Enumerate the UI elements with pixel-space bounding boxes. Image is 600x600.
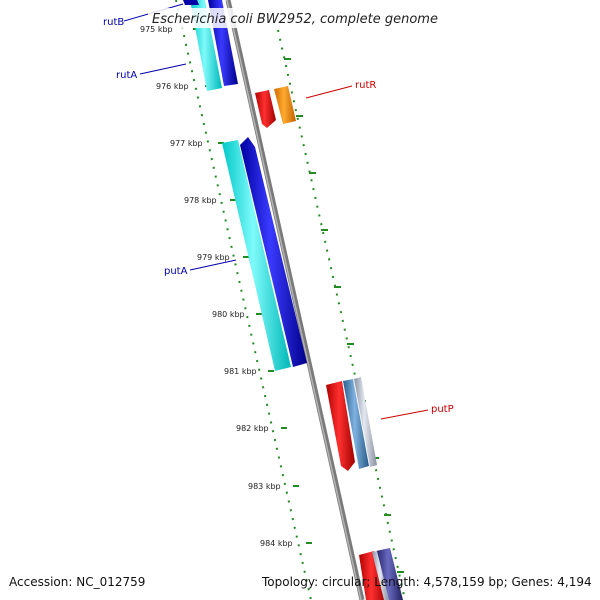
bottom-cds-bar[interactable] xyxy=(359,551,386,600)
tick-label: 979 kbp xyxy=(197,253,230,262)
rutR-cds-bar[interactable] xyxy=(255,90,276,128)
putA-gene-bar[interactable] xyxy=(240,137,307,367)
genome-summary-text: Topology: circular; Length: 4,578,159 bp… xyxy=(262,575,592,589)
putP-leader xyxy=(380,409,429,420)
gene-label-putP[interactable]: putP xyxy=(431,404,454,415)
rutA-leader xyxy=(139,63,187,75)
inner-ruler-line xyxy=(175,0,312,600)
tick-label: 983 kbp xyxy=(248,482,281,491)
outer-ruler-line xyxy=(277,29,406,600)
title-backdrop xyxy=(148,8,452,28)
genome-backbone xyxy=(225,0,365,600)
tick-label: 982 kbp xyxy=(236,424,269,433)
bottom-misc-bar[interactable] xyxy=(372,551,389,600)
putP-gene-bar[interactable] xyxy=(343,379,369,469)
putA-leader xyxy=(189,259,237,271)
tick-label: 975 kbp xyxy=(140,25,173,34)
tick-label: 978 kbp xyxy=(184,196,217,205)
bottom-gene-bar[interactable] xyxy=(376,548,403,600)
tick-label: 984 kbp xyxy=(260,539,293,548)
putP-misc-bar[interactable] xyxy=(354,377,377,467)
tick-label: 976 kbp xyxy=(156,82,189,91)
tick-label: 980 kbp xyxy=(212,310,245,319)
putA-cds-bar[interactable] xyxy=(222,140,291,371)
tick-label: 981 kbp xyxy=(224,367,257,376)
rutR-gene-bar[interactable] xyxy=(274,86,296,124)
gene-label-rutR[interactable]: rutR xyxy=(355,80,376,91)
rutB-gene-top[interactable] xyxy=(183,0,199,5)
diagram-title: Escherichia coli BW2952, complete genome xyxy=(152,12,438,27)
gene-label-rutA[interactable]: rutA xyxy=(116,70,137,81)
rutR-leader xyxy=(305,85,353,99)
gene-label-rutB[interactable]: rutB xyxy=(103,17,124,28)
tick-label: 977 kbp xyxy=(170,139,203,148)
gene-label-putA[interactable]: putA xyxy=(164,266,188,277)
accession-text: Accession: NC_012759 xyxy=(9,575,146,589)
putP-cds-bar[interactable] xyxy=(326,381,355,471)
backbone-highlight xyxy=(226,0,362,600)
